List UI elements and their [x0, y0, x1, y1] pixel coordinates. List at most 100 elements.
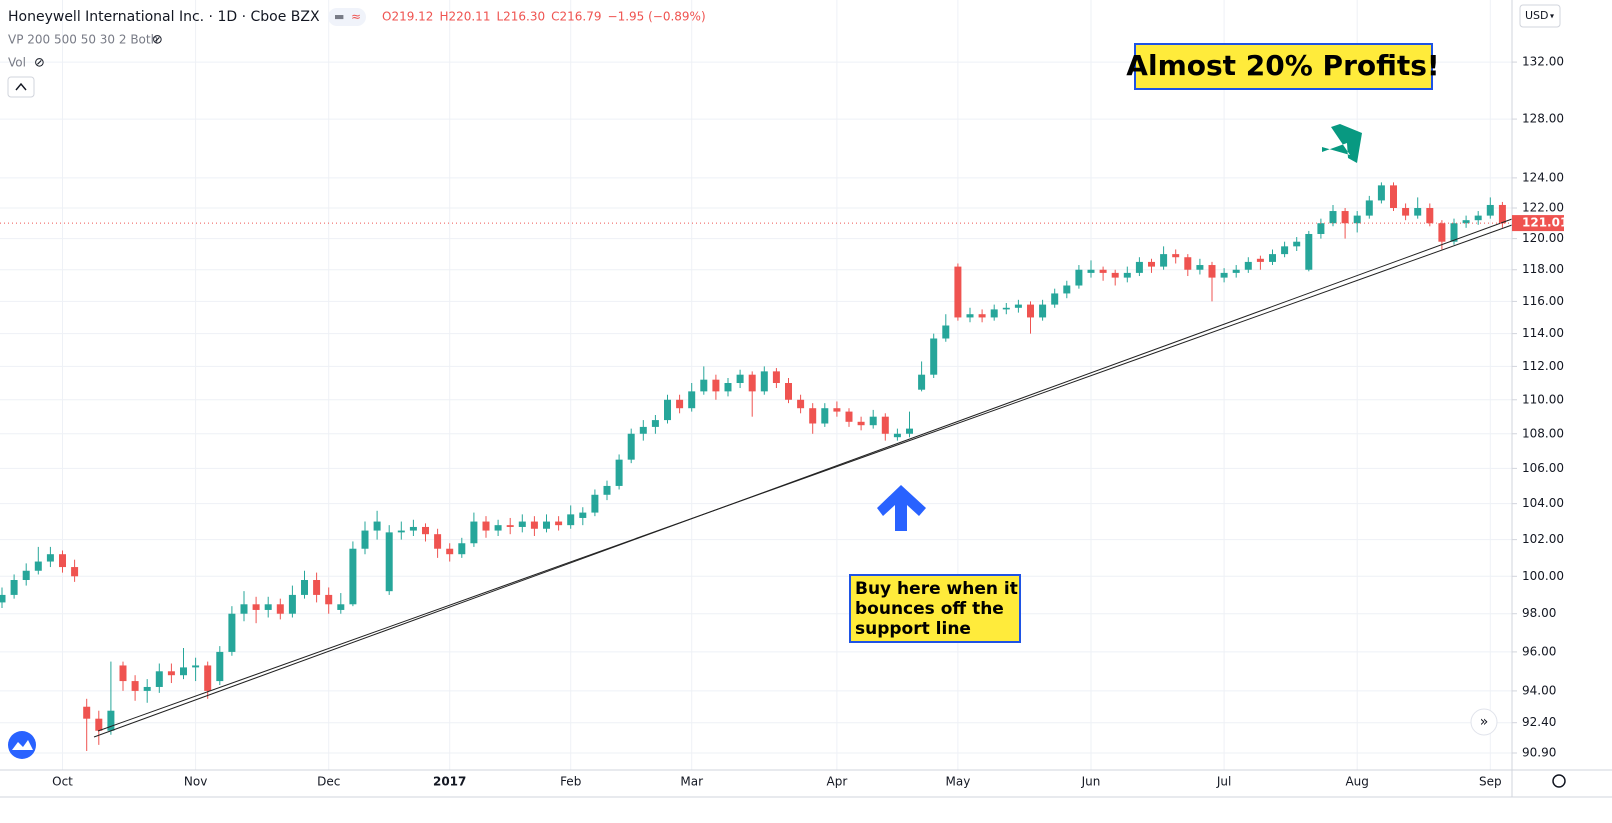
candle-body	[143, 686, 151, 691]
logo[interactable]	[8, 731, 36, 759]
candle-body	[990, 309, 998, 318]
candle-body	[797, 399, 805, 409]
candle-body	[833, 408, 841, 412]
candle-body	[446, 548, 454, 555]
candle-body	[1426, 208, 1434, 224]
candle-body	[1486, 204, 1494, 216]
candle-body	[1099, 269, 1107, 273]
badge[interactable]	[328, 8, 366, 26]
candle-body	[906, 428, 913, 434]
candle-body	[1160, 254, 1168, 267]
candle-body	[422, 526, 429, 535]
candle-body	[639, 426, 647, 434]
candle-body	[1063, 285, 1071, 294]
candle-body	[506, 525, 514, 527]
buy-text: bounces off the	[855, 599, 1004, 619]
down-arrow	[1322, 124, 1362, 163]
settings-icon[interactable]	[1552, 774, 1566, 788]
candle-body	[1305, 233, 1313, 270]
candle-body	[785, 383, 792, 400]
candle-body	[1172, 254, 1180, 258]
candle-body	[918, 374, 926, 390]
collapse-icon	[15, 82, 27, 91]
candle-body	[1329, 211, 1337, 224]
y-tick-label: 114.00	[1522, 326, 1564, 340]
candle-body	[869, 416, 877, 426]
candle-body	[1293, 241, 1301, 247]
candle-body	[313, 580, 321, 595]
y-tick-label: 124.00	[1522, 170, 1564, 184]
candle-body	[615, 459, 623, 486]
candle-body	[893, 433, 901, 438]
candle-body	[1498, 204, 1506, 224]
candle-body	[397, 530, 405, 533]
candle-body	[857, 421, 865, 426]
scroll-button[interactable]	[1470, 708, 1498, 736]
candle-body	[942, 325, 950, 339]
x-tick-label: Oct	[52, 775, 73, 789]
ohlc-value: O219.12	[382, 10, 433, 24]
ohlc-value: C216.79	[551, 10, 601, 24]
candle-body	[651, 420, 659, 427]
y-tick-label: 128.00	[1522, 112, 1564, 126]
candle-body	[264, 604, 272, 610]
candle-body	[930, 338, 938, 375]
y-tick-label: 110.00	[1522, 392, 1564, 406]
candle-body	[748, 374, 756, 392]
candle-body	[1414, 208, 1422, 216]
candle-body	[1232, 269, 1240, 273]
candle-body	[180, 667, 187, 676]
candle-body	[131, 681, 139, 691]
candle-body	[809, 408, 817, 424]
candle-body	[530, 521, 538, 529]
candle-body	[724, 383, 732, 392]
x-tick-label: May	[945, 775, 970, 789]
candle-body	[676, 399, 684, 409]
candle-body	[1341, 211, 1349, 224]
y-tick-label: 106.00	[1522, 461, 1564, 475]
candle-body	[0, 594, 6, 603]
candle-body	[603, 485, 611, 495]
candle-body	[107, 710, 115, 731]
candle-body	[1244, 261, 1252, 270]
candle-body	[1051, 293, 1059, 305]
candle-body	[591, 494, 599, 513]
candle-body	[216, 651, 224, 682]
candle-body	[373, 521, 381, 531]
candle-body	[1002, 307, 1010, 310]
volume-label: Vol	[8, 56, 26, 70]
candle-body	[385, 532, 393, 592]
candle-body	[700, 379, 708, 392]
candle-body	[772, 371, 780, 384]
hide-icon[interactable]: ⊘	[152, 33, 163, 48]
candle-body	[482, 521, 490, 531]
trend-line	[97, 224, 1513, 732]
candle-body	[966, 314, 974, 318]
candle-body	[361, 530, 369, 549]
candle-body	[1269, 254, 1276, 262]
candle-body	[555, 521, 563, 526]
currency-button[interactable]	[1519, 4, 1561, 28]
candle-body	[1196, 265, 1204, 270]
candle-body	[10, 580, 18, 595]
candle-body	[1184, 257, 1192, 270]
candle-body	[1402, 208, 1410, 216]
symbol-title: Honeywell International Inc. · 1D · Cboe…	[8, 9, 320, 25]
y-tick-label: 116.00	[1522, 294, 1564, 308]
hide-icon[interactable]: ⊘	[34, 56, 45, 71]
candle-body	[1123, 272, 1131, 278]
trend-line	[93, 218, 1513, 738]
x-tick-label: Mar	[680, 775, 703, 789]
y-tick-label: 118.00	[1522, 262, 1564, 276]
indicator-label: VP 200 500 50 30 2 Both	[8, 33, 158, 47]
candle-body	[470, 521, 478, 544]
candle-body	[954, 266, 962, 318]
candle-body	[240, 604, 248, 614]
ohlc-value: L216.30	[496, 10, 545, 24]
candle-body	[518, 521, 526, 527]
currency-label: USD	[1525, 9, 1549, 22]
collapse-button[interactable]	[7, 76, 35, 98]
candle-body	[434, 534, 442, 549]
currency-caret: ▾	[1550, 12, 1554, 21]
